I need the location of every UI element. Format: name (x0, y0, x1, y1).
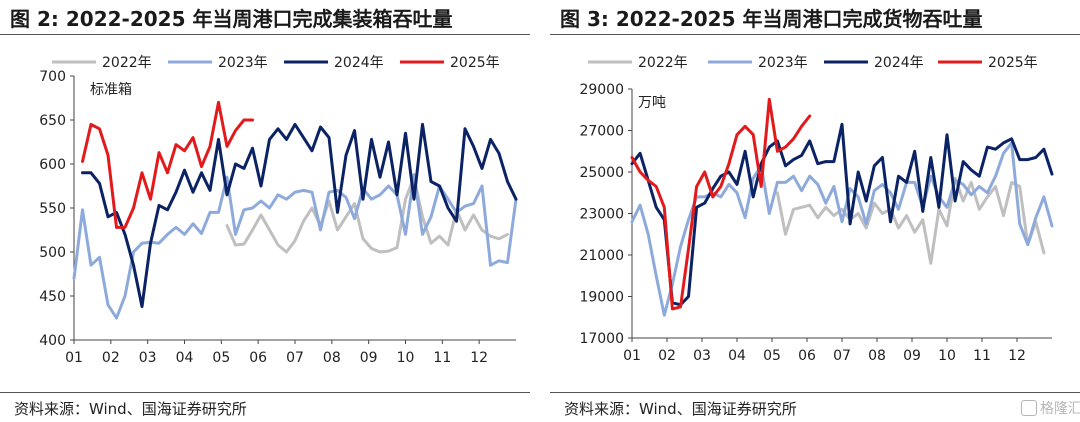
series-line (775, 176, 1046, 265)
x-tick-label: 08 (323, 350, 341, 366)
source-divider (0, 392, 530, 393)
y-tick-label: 450 (39, 289, 66, 305)
series-line (225, 175, 509, 254)
unit-label: 万吨 (638, 95, 666, 111)
y-tick-label: 600 (39, 157, 66, 173)
x-tick-label: 03 (693, 348, 711, 364)
x-tick-label: 04 (728, 348, 746, 364)
y-tick-label: 19000 (579, 290, 624, 306)
watermark-label: 格隆汇 (1040, 401, 1080, 417)
x-tick-label: 07 (286, 350, 304, 366)
y-tick-label: 25000 (579, 165, 624, 181)
legend-label: 2024年 (334, 55, 384, 71)
x-tick-label: 05 (763, 348, 781, 364)
x-tick-label: 12 (1008, 348, 1026, 364)
x-tick-label: 02 (102, 350, 120, 366)
series-line (630, 97, 812, 311)
legend-label: 2022年 (638, 55, 688, 71)
y-tick-label: 500 (39, 245, 66, 261)
y-tick-label: 21000 (579, 248, 624, 264)
watermark: 格隆汇 (1021, 398, 1080, 418)
cargo-throughput-chart: 2022年 2023年 2024年 2025年 17000 19000 21000 23000… (579, 55, 1054, 364)
y-tick-label: 650 (39, 113, 66, 129)
legend-label: 2025年 (450, 55, 500, 71)
legend-label: 2023年 (758, 55, 808, 71)
x-tick-label: 12 (470, 350, 488, 366)
figure-title: 图 2: 2022-2025 年当周港口完成集装箱吞吐量 (10, 3, 452, 32)
x-tick-label: 11 (973, 348, 991, 364)
series-line (81, 100, 254, 229)
x-tick-label: 10 (938, 348, 956, 364)
y-tick-label: 29000 (579, 82, 624, 98)
logo-box-icon (1021, 400, 1037, 416)
x-tick-label: 01 (65, 350, 83, 366)
title-divider (0, 34, 530, 35)
y-tick-label: 700 (39, 69, 66, 85)
legend-label: 2024年 (874, 55, 924, 71)
legend-label: 2022年 (102, 55, 152, 71)
x-tick-label: 02 (658, 348, 676, 364)
x-tick-label: 03 (139, 350, 157, 366)
source-divider (550, 392, 1080, 393)
x-tick-label: 07 (833, 348, 851, 364)
chart-title: 2022-2025 年当周港口完成货物吞吐量 (615, 7, 983, 31)
source-note: 资料来源：Wind、国海证券研究所 (14, 400, 247, 418)
series-line (630, 122, 1054, 307)
source-note: 资料来源：Wind、国海证券研究所 (564, 400, 797, 418)
x-tick-label: 09 (903, 348, 921, 364)
x-tick-label: 04 (176, 350, 194, 366)
x-tick-label: 01 (623, 348, 641, 364)
figure-label: 图 3: (560, 7, 609, 31)
container-throughput-panel: 图 2: 2022-2025 年当周港口完成集装箱吞吐量 2022年 2023年 2… (0, 3, 530, 418)
y-tick-label: 400 (39, 333, 66, 349)
figure-title: 图 3: 2022-2025 年当周港口完成货物吞吐量 (560, 3, 982, 32)
container-throughput-chart: 2022年 2023年 2024年 2025年 400 450 500 550 600 650 70… (39, 55, 518, 366)
title-divider (550, 34, 1080, 35)
series-line (81, 122, 518, 309)
x-tick-label: 08 (868, 348, 886, 364)
legend-label: 2025年 (988, 55, 1038, 71)
cargo-throughput-panel: 图 3: 2022-2025 年当周港口完成货物吞吐量 2022年 2023年 20… (550, 0, 1080, 422)
x-tick-label: 11 (433, 350, 451, 366)
unit-label: 标准箱 (90, 82, 132, 98)
x-tick-label: 06 (249, 350, 267, 366)
figure-label: 图 2: (10, 7, 59, 31)
x-tick-label: 09 (360, 350, 378, 366)
series-line (630, 141, 1054, 317)
x-tick-label: 10 (397, 350, 415, 366)
x-tick-label: 06 (798, 348, 816, 364)
y-tick-label: 23000 (579, 207, 624, 223)
legend-label: 2023年 (218, 55, 268, 71)
chart-title: 2022-2025 年当周港口完成集装箱吞吐量 (65, 7, 453, 31)
y-tick-label: 27000 (579, 124, 624, 140)
y-tick-label: 550 (39, 201, 66, 217)
y-tick-label: 17000 (579, 331, 624, 347)
x-tick-label: 05 (212, 350, 230, 366)
